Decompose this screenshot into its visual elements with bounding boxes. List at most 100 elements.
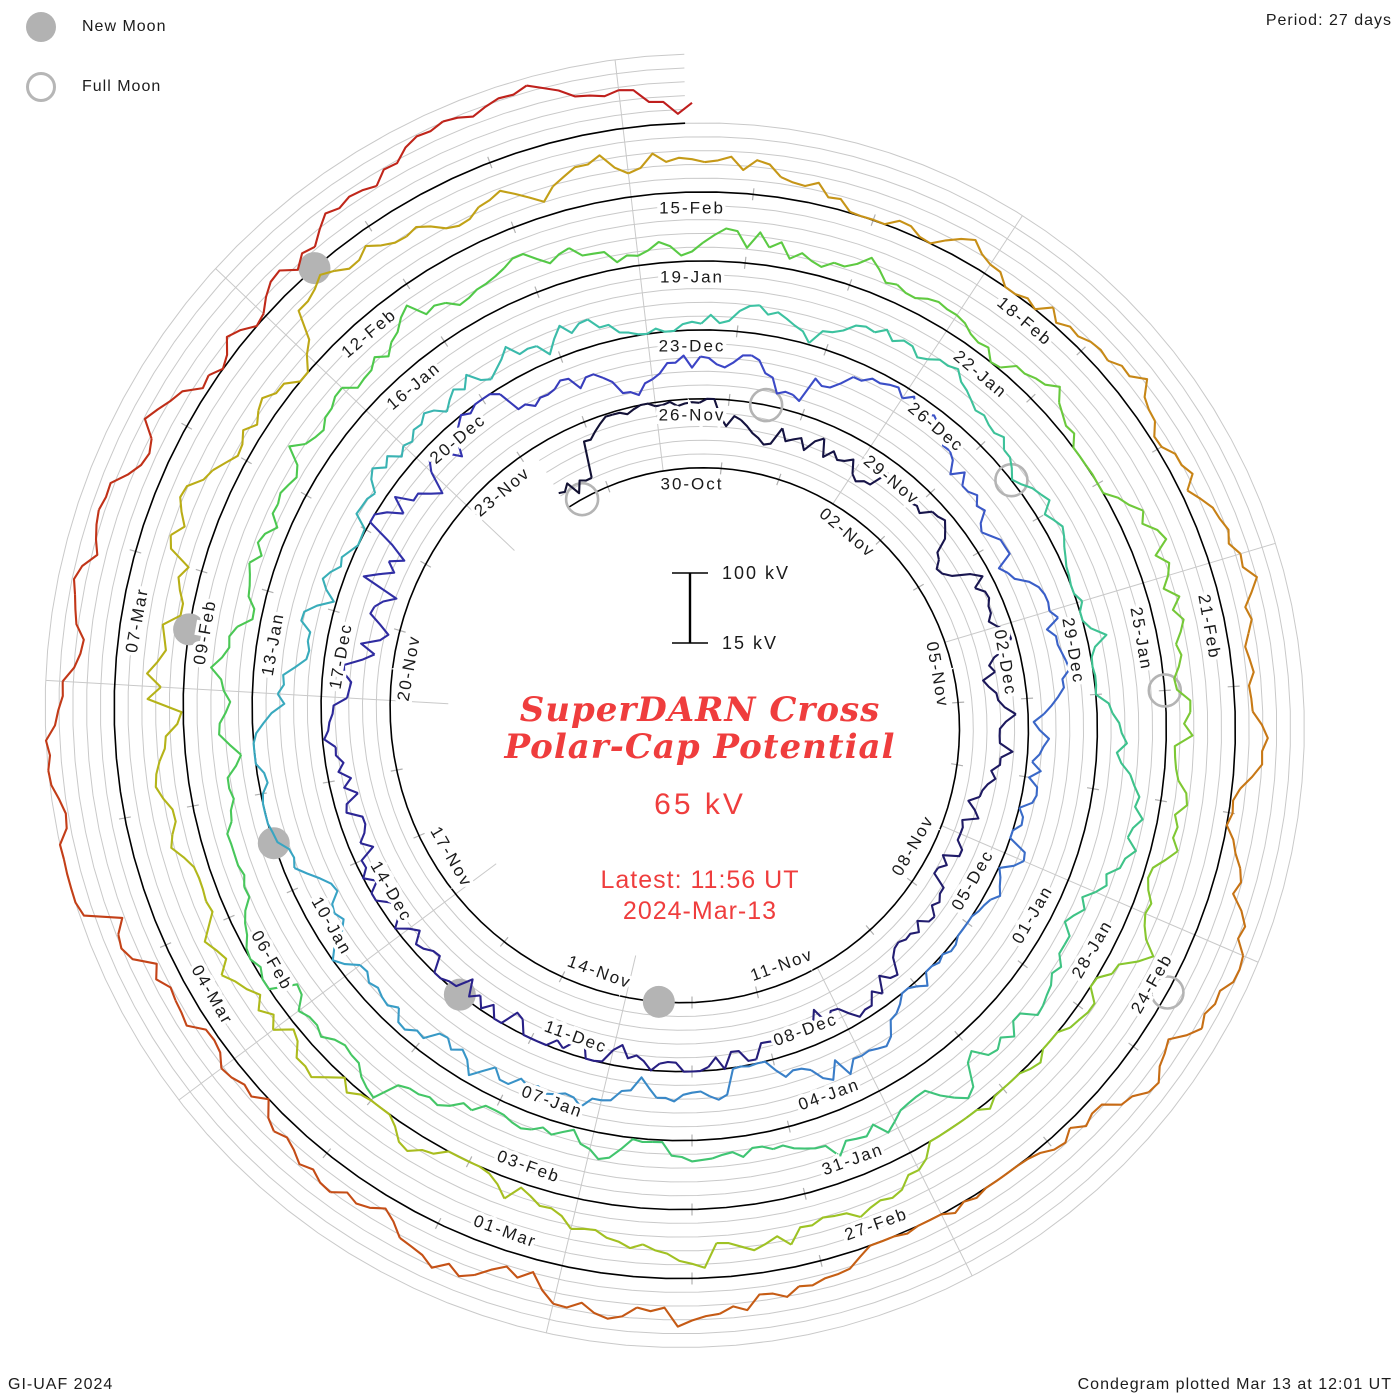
potential-trace-segment [568,247,639,264]
potential-trace-segment [297,269,335,355]
ring-date-label: 27-Feb [842,1204,910,1244]
new-moon-icon [26,12,56,42]
ring-date-label: 13-Jan [258,611,288,677]
potential-trace-segment [1006,1127,1071,1175]
potential-trace-segment [1045,610,1068,662]
potential-trace-segment [981,531,1011,574]
potential-trace-segment [896,283,958,317]
potential-trace-segment [552,1301,638,1320]
potential-trace-segment [919,236,992,266]
potential-trace-segment [1042,944,1066,1006]
potential-trace-segment [935,559,984,589]
potential-trace-segment [700,304,760,325]
potential-trace-segment [1111,712,1132,776]
potential-trace-segment [927,358,973,401]
potential-trace-segment [331,912,361,967]
ring-date-label: 11-Nov [748,945,816,985]
potential-trace-segment [716,1235,792,1252]
potential-trace-segment [328,1076,391,1116]
potential-trace-segment [1239,710,1269,790]
full-moon-marker [1150,975,1185,1010]
potential-trace-segment [375,120,444,187]
potential-trace-segment [652,1140,713,1163]
ring-date-label: 11-Dec [542,1017,610,1057]
potential-trace-segment [208,313,265,377]
potential-trace-segment [474,1265,555,1305]
potential-trace-segment [262,245,316,314]
potential-trace-segment [1003,449,1042,496]
potential-trace-segment [925,935,959,973]
potential-trace-segment [768,241,835,268]
potential-trace-segment [570,1227,644,1250]
potential-trace-segment [341,342,393,389]
potential-trace-segment [433,971,481,998]
full-moon-marker [1147,673,1183,708]
potential-trace-segment [698,397,742,428]
potential-trace-segment [1232,868,1247,956]
potential-trace-segment [655,400,700,408]
potential-trace-segment [503,247,570,269]
potential-trace-segment [740,419,784,446]
potential-trace-segment [1094,836,1137,894]
potential-trace-segment [822,438,855,475]
full-moon-marker [564,481,600,517]
potential-trace-segment [359,964,400,1009]
potential-trace-segment [651,354,702,381]
potential-trace-segment [117,934,177,1001]
ring-date-label: 01-Jan [1008,882,1056,947]
potential-trace-segment [1090,657,1114,714]
potential-trace-segment [755,1034,800,1060]
potential-trace-segment [273,1130,332,1193]
potential-trace-segment [253,753,269,815]
potential-trace-segment [154,761,177,836]
potential-trace-segment [170,469,214,536]
potential-trace-segment [1058,402,1087,466]
potential-trace-segment [851,472,899,486]
potential-trace-segment [499,388,556,411]
potential-trace-segment [618,89,693,115]
potential-trace-segment [918,1115,969,1171]
potential-trace-segment [656,1090,711,1103]
legend-row-new-moon: New Moon [26,10,166,44]
potential-trace-segment [273,1028,329,1079]
potential-trace-segment [957,898,992,937]
ring-date-label: 06-Feb [247,927,296,994]
potential-trace-segment [276,640,311,695]
full-moon-icon [26,72,56,102]
ring-date-label: 17-Dec [326,621,356,690]
potential-trace-segment [798,1244,871,1288]
potential-trace-segment [893,1089,955,1123]
potential-trace-segment [988,625,1012,673]
potential-trace-segment [445,267,505,306]
potential-trace-segment [355,492,376,546]
potential-trace-segment [602,376,653,397]
potential-trace-segment [961,485,986,533]
potential-trace-segment [1172,780,1189,852]
ring-date-label: 26-Nov [659,405,726,424]
potential-trace-segment [897,483,933,515]
ring-date-label: 14-Nov [565,952,634,993]
potential-trace-segment [902,395,945,433]
potential-trace-segment [408,1087,473,1111]
potential-trace-segment [646,320,702,335]
potential-trace-segment [304,387,343,445]
potential-trace-segment [370,892,410,930]
plotted-timestamp: Condegram plotted Mar 13 at 12:01 UT [1077,1376,1392,1393]
potential-trace-segment [394,471,444,515]
potential-trace-segment [1141,510,1171,576]
potential-trace-segment [937,833,964,869]
potential-trace-segment [1069,1091,1149,1130]
potential-trace-segment [448,1150,506,1199]
potential-trace-segment [707,1050,757,1071]
potential-trace-segment [243,886,252,960]
potential-trace-segment [1153,421,1194,491]
ring-date-label: 17-Nov [426,823,476,890]
ring-date-label: 04-Mar [188,962,237,1029]
potential-trace-segment [494,1067,547,1095]
potential-trace-segment [360,606,390,656]
ring-date-label: 19-Jan [660,267,724,286]
potential-trace-segment [941,431,966,486]
potential-trace-segment [248,503,279,564]
potential-trace-segment [1162,575,1185,645]
